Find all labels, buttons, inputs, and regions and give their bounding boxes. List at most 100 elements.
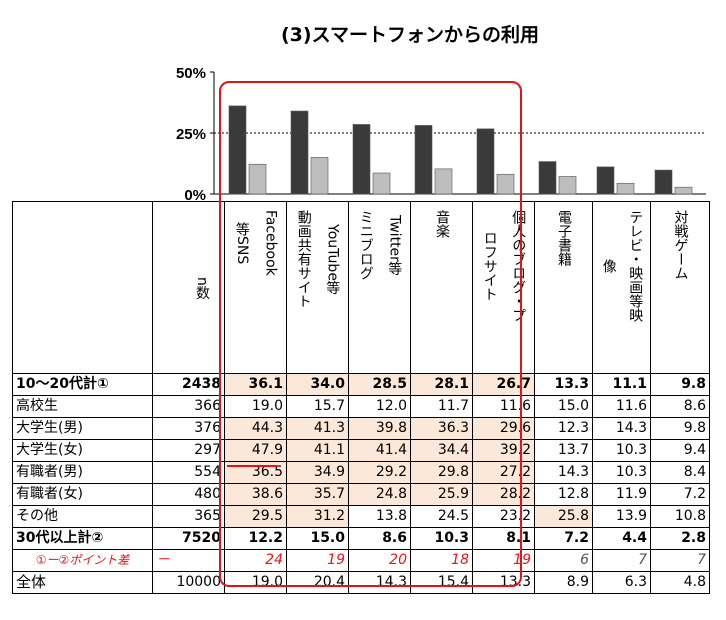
- cell-value: 29.8: [410, 461, 473, 484]
- cell-value: 11.6: [592, 395, 651, 418]
- table-row: 30代以上計② 7520 12.2 15.0 8.6 10.3 8.1 7.2 4.4 2.8: [12, 527, 710, 550]
- cell-value: 6.3: [592, 571, 651, 594]
- cell-value: 25.8: [534, 505, 593, 528]
- row-label: 30代以上計②: [12, 527, 153, 550]
- cell-value: 8.4: [650, 461, 710, 484]
- cell-value: 23.2: [472, 505, 535, 528]
- cell-value: 29.2: [348, 461, 411, 484]
- cell-value: 44.3: [224, 417, 287, 440]
- col-header-line: 動画共有サイト: [295, 210, 312, 308]
- cell-value: 8.1: [472, 527, 535, 550]
- cell-value: 25.9: [410, 483, 473, 506]
- cell-value: 24: [224, 549, 287, 572]
- col-header-1: Facebook 等SNS: [224, 201, 287, 374]
- cell-value: 11.9: [592, 483, 651, 506]
- row-n: 366: [152, 395, 225, 418]
- cell-value: 19.0: [224, 395, 287, 418]
- row-n: 2438: [152, 373, 225, 396]
- cell-value: 7.2: [650, 483, 710, 506]
- cell-value: 10.3: [592, 461, 651, 484]
- cell-value: 39.8: [348, 417, 411, 440]
- table-row: 全体 10000 19.0 20.4 14.3 15.4 13.3 8.9 6.3 4.8: [12, 571, 710, 594]
- cell-value: 7: [592, 549, 651, 572]
- table-row: 有職者(女) 480 38.6 35.7 24.8 25.9 28.2 12.8 11.9 7.2: [12, 483, 710, 506]
- cell-value: 12.3: [534, 417, 593, 440]
- col-header-line: 個人のブログ・プ: [510, 210, 527, 322]
- cell-value: 35.7: [286, 483, 349, 506]
- col-header-line: Facebook: [262, 210, 279, 276]
- cell-value: 12.8: [534, 483, 593, 506]
- bar-series-2-4: [434, 168, 453, 195]
- cell-value: 12.0: [348, 395, 411, 418]
- cell-value: 20.4: [286, 571, 349, 594]
- bar-series-1-3: [352, 124, 371, 195]
- y-tick-label: 0%: [184, 187, 206, 201]
- cell-value: 2.8: [650, 527, 710, 550]
- row-label: 有職者(男): [12, 461, 153, 484]
- cell-value: 13.3: [534, 373, 593, 396]
- col-header-4: 音楽: [410, 201, 473, 374]
- cell-value: 34.9: [286, 461, 349, 484]
- col-header-3: Twitter等 ミニブログ: [348, 201, 411, 374]
- table-row: 10～20代計① 2438 36.1 34.0 28.5 28.1 26.7 13.3 11.1…: [12, 373, 710, 396]
- col-header-8: 対戦ゲーム: [650, 201, 710, 374]
- cell-value: 13.9: [592, 505, 651, 528]
- cell-value: 39.2: [472, 439, 535, 462]
- cell-value: 11.7: [410, 395, 473, 418]
- cell-value: 28.1: [410, 373, 473, 396]
- cell-value: 41.3: [286, 417, 349, 440]
- cell-value: 29.6: [472, 417, 535, 440]
- row-label: 大学生(女): [12, 439, 153, 462]
- col-header-line: 像: [600, 259, 617, 273]
- row-n: 376: [152, 417, 225, 440]
- table-row: 大学生(男) 376 44.3 41.3 39.8 36.3 29.6 12.3 14.3 9.8: [12, 417, 710, 440]
- y-tick-label: 25%: [176, 126, 206, 143]
- bar-series-1-1: [228, 105, 247, 195]
- cell-value: 8.9: [534, 571, 593, 594]
- bar-series-2-7: [616, 182, 635, 195]
- row-label: 大学生(男): [12, 417, 153, 440]
- col-header-6: 電子書籍: [534, 201, 593, 374]
- cell-value: 13.8: [348, 505, 411, 528]
- cell-value: 15.4: [410, 571, 473, 594]
- cell-value: 13.3: [472, 571, 535, 594]
- highlight-underline: [227, 465, 277, 467]
- bar-chart: 50% 25% 0%: [176, 65, 706, 201]
- col-header-7: テレビ・映画等映像: [592, 201, 651, 374]
- cell-value: 31.2: [286, 505, 349, 528]
- cell-value: 9.4: [650, 439, 710, 462]
- col-header-line: YouTube等: [324, 223, 341, 295]
- cell-value: 8.6: [650, 395, 710, 418]
- cell-value: 19: [286, 549, 349, 572]
- cell-value: 28.5: [348, 373, 411, 396]
- col-header-5: 個人のブログ・プ ロフサイト: [472, 201, 535, 374]
- cell-value: 28.2: [472, 483, 535, 506]
- cell-value: 8.6: [348, 527, 411, 550]
- cell-value: 10.3: [410, 527, 473, 550]
- row-label: 全体: [12, 571, 153, 594]
- cell-value: 34.4: [410, 439, 473, 462]
- row-n: －: [152, 549, 225, 572]
- bar-series-1-6: [538, 161, 557, 195]
- bar-series-2-2: [310, 157, 329, 195]
- cell-value: 24.5: [410, 505, 473, 528]
- cell-value: 36.1: [224, 373, 287, 396]
- cell-value: 7: [650, 549, 710, 572]
- cell-value: 9.8: [650, 373, 710, 396]
- row-label: 有職者(女): [12, 483, 153, 506]
- cell-value: 14.3: [348, 571, 411, 594]
- cell-value: 14.3: [592, 417, 651, 440]
- cell-value: 24.8: [348, 483, 411, 506]
- col-header-line: テレビ・映画等映: [627, 210, 644, 322]
- data-table: n数 Facebook 等SNS YouTube等 動画共有サイト Twitter等 ミニ…: [12, 201, 710, 594]
- table-row: 大学生(女) 297 47.9 41.1 41.4 34.4 39.2 13.7 10.3 9.4: [12, 439, 710, 462]
- table-row: 有職者(男) 554 36.5 34.9 29.2 29.8 27.2 14.3 10.3 8.4: [12, 461, 710, 484]
- cell-value: 13.7: [534, 439, 593, 462]
- cell-value: 41.1: [286, 439, 349, 462]
- cell-value: 10.8: [650, 505, 710, 528]
- col-header-line: Twitter等: [386, 214, 403, 276]
- bar-series-2-6: [558, 176, 577, 195]
- bar-series-1-2: [290, 110, 309, 195]
- row-n: 7520: [152, 527, 225, 550]
- cell-value: 11.6: [472, 395, 535, 418]
